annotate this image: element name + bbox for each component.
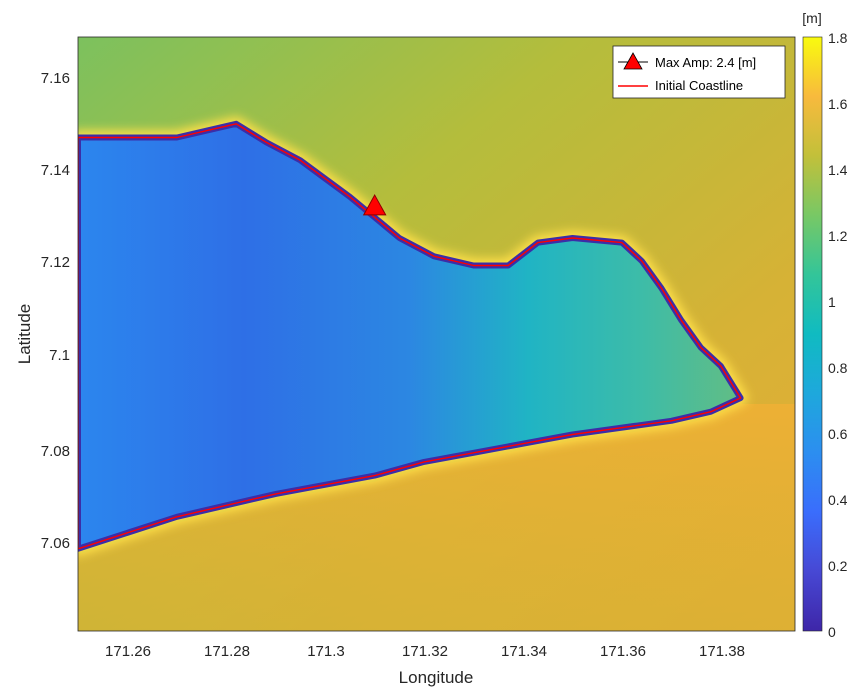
legend-triangle-icon bbox=[623, 52, 643, 70]
colorbar-tick-label: 1.4 bbox=[828, 162, 848, 178]
y-axis-ticks: 7.06 7.08 7.1 7.12 7.14 7.16 bbox=[41, 70, 70, 552]
colorbar-unit-label: [m] bbox=[802, 10, 821, 26]
y-tick-label: 7.16 bbox=[41, 70, 70, 87]
y-tick-label: 7.1 bbox=[49, 347, 70, 364]
x-tick-label: 171.3 bbox=[307, 643, 345, 660]
y-axis-label: Latitude bbox=[15, 304, 34, 365]
colorbar-ramp bbox=[802, 36, 823, 632]
colorbar: [m] 0 0.2 0.4 0.6 0.8 1 1.2 1.4 1.6 1.8 bbox=[802, 10, 847, 640]
x-tick-label: 171.34 bbox=[501, 643, 547, 660]
colorbar-tick-label: 1.8 bbox=[828, 30, 848, 46]
colorbar-tick-label: 1.2 bbox=[828, 228, 848, 244]
max-amp-marker bbox=[362, 194, 387, 216]
x-tick-label: 171.36 bbox=[600, 643, 646, 660]
legend: Max Amp: 2.4 [m] Initial Coastline bbox=[612, 45, 786, 99]
y-tick-label: 7.14 bbox=[41, 162, 70, 179]
plot-frame bbox=[77, 36, 796, 632]
colorbar-tick-label: 0.2 bbox=[828, 558, 848, 574]
x-axis-label: Longitude bbox=[399, 668, 474, 687]
legend-entry-coastline: Initial Coastline bbox=[655, 78, 743, 93]
colorbar-tick-label: 1 bbox=[828, 294, 836, 310]
x-axis-ticks: 171.26 171.28 171.3 171.32 171.34 171.36… bbox=[105, 643, 745, 660]
colorbar-tick-label: 0.8 bbox=[828, 360, 848, 376]
y-tick-label: 7.06 bbox=[41, 535, 70, 552]
x-tick-label: 171.32 bbox=[402, 643, 448, 660]
colorbar-tick-label: 0.6 bbox=[828, 426, 848, 442]
y-tick-label: 7.12 bbox=[41, 254, 70, 271]
colorbar-tick-label: 0.4 bbox=[828, 492, 848, 508]
colorbar-tick-label: 0 bbox=[828, 624, 836, 640]
x-tick-label: 171.28 bbox=[204, 643, 250, 660]
x-tick-label: 171.38 bbox=[699, 643, 745, 660]
y-tick-label: 7.08 bbox=[41, 443, 70, 460]
lagoon-area bbox=[78, 123, 741, 549]
plot-area bbox=[78, 37, 795, 631]
legend-entry-max-amp: Max Amp: 2.4 [m] bbox=[655, 55, 756, 70]
legend-box bbox=[612, 45, 786, 99]
initial-coastline bbox=[78, 123, 742, 550]
x-tick-label: 171.26 bbox=[105, 643, 151, 660]
colorbar-tick-label: 1.6 bbox=[828, 96, 848, 112]
ocean-south-shade bbox=[78, 404, 795, 631]
